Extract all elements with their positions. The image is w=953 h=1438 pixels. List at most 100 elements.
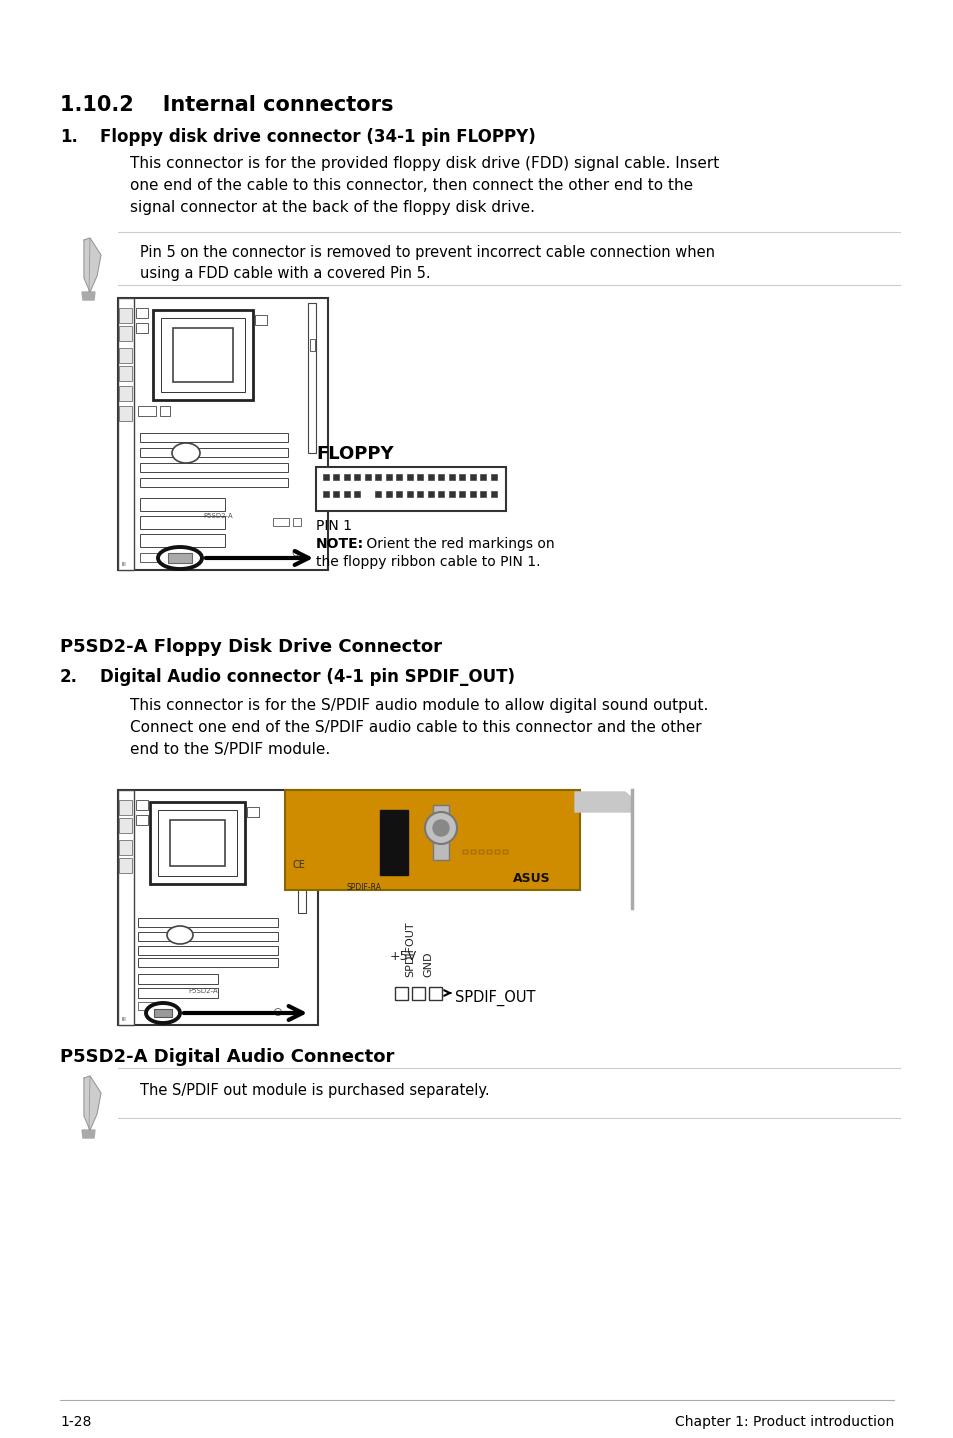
Text: SPDIFOUT: SPDIFOUT	[405, 922, 415, 976]
Bar	[462, 850, 468, 854]
Bar	[172, 328, 233, 383]
Bar	[323, 490, 329, 498]
Bar	[118, 789, 317, 1025]
Ellipse shape	[146, 1002, 180, 1022]
Text: FLOPPY: FLOPPY	[315, 444, 394, 463]
Text: Chapter 1: Product introduction: Chapter 1: Product introduction	[674, 1415, 893, 1429]
Bar	[386, 490, 392, 498]
Ellipse shape	[167, 926, 193, 943]
Bar	[138, 917, 277, 928]
Bar	[395, 986, 408, 999]
Bar	[375, 475, 381, 480]
Text: signal connector at the back of the floppy disk drive.: signal connector at the back of the flop…	[130, 200, 535, 216]
Circle shape	[424, 812, 456, 844]
Bar	[158, 810, 236, 876]
Text: end to the S/PDIF module.: end to the S/PDIF module.	[130, 742, 330, 756]
Bar	[308, 303, 315, 453]
Bar	[140, 498, 225, 510]
Bar	[119, 800, 132, 815]
Bar	[386, 475, 392, 480]
Bar	[334, 490, 339, 498]
Bar	[323, 475, 329, 480]
Bar	[491, 475, 497, 480]
Bar	[119, 308, 132, 324]
Bar	[138, 406, 156, 416]
Bar	[438, 475, 444, 480]
Bar	[119, 348, 132, 362]
Bar	[119, 385, 132, 401]
Bar	[491, 490, 497, 498]
Bar	[344, 490, 350, 498]
Bar	[138, 1002, 168, 1009]
Bar	[119, 326, 132, 341]
Bar	[119, 406, 132, 421]
Bar	[478, 850, 483, 854]
Bar	[140, 477, 288, 487]
Text: CE: CE	[293, 860, 306, 870]
Bar	[136, 324, 148, 334]
Bar	[417, 490, 423, 498]
Polygon shape	[82, 292, 95, 301]
Bar	[459, 490, 465, 498]
Bar	[429, 986, 441, 999]
Text: 1-28: 1-28	[60, 1415, 91, 1429]
Bar	[119, 858, 132, 873]
Bar	[140, 433, 288, 441]
Text: The S/PDIF out module is purchased separately.: The S/PDIF out module is purchased separ…	[140, 1083, 489, 1099]
Bar	[407, 490, 413, 498]
Text: SPDIF-RA: SPDIF-RA	[347, 883, 381, 892]
Text: This connector is for the provided floppy disk drive (FDD) signal cable. Insert: This connector is for the provided flopp…	[130, 155, 719, 171]
Bar	[138, 958, 277, 966]
Bar	[138, 946, 277, 955]
Text: Digital Audio connector (4-1 pin SPDIF_OUT): Digital Audio connector (4-1 pin SPDIF_O…	[100, 669, 515, 686]
Bar	[118, 298, 133, 569]
Bar	[365, 475, 371, 480]
Bar	[138, 974, 218, 984]
Bar	[297, 795, 306, 913]
Bar	[449, 490, 455, 498]
Bar	[168, 554, 192, 564]
Bar	[170, 820, 225, 866]
Text: 1.10.2    Internal connectors: 1.10.2 Internal connectors	[60, 95, 393, 115]
Text: Connect one end of the S/PDIF audio cable to this connector and the other: Connect one end of the S/PDIF audio cabl…	[130, 720, 700, 735]
Text: using a FDD cable with a covered Pin 5.: using a FDD cable with a covered Pin 5.	[140, 266, 430, 280]
Bar	[486, 850, 492, 854]
Bar	[344, 475, 350, 480]
Bar	[161, 318, 245, 393]
Polygon shape	[84, 1076, 101, 1130]
Polygon shape	[575, 792, 631, 812]
Bar	[273, 518, 289, 526]
Bar	[136, 800, 148, 810]
Text: Floppy disk drive connector (34-1 pin FLOPPY): Floppy disk drive connector (34-1 pin FL…	[100, 128, 536, 147]
Bar	[480, 490, 486, 498]
Bar	[136, 815, 148, 825]
Bar	[140, 463, 288, 472]
Text: +5V: +5V	[390, 951, 416, 963]
Text: SPDIF_OUT: SPDIF_OUT	[455, 989, 535, 1007]
Bar	[285, 789, 579, 890]
Bar	[140, 533, 225, 546]
Bar	[150, 802, 245, 884]
Bar	[417, 475, 423, 480]
Bar	[138, 988, 218, 998]
Bar	[118, 298, 328, 569]
Bar	[407, 475, 413, 480]
Bar	[470, 490, 476, 498]
Text: P5SD2-A Floppy Disk Drive Connector: P5SD2-A Floppy Disk Drive Connector	[60, 638, 441, 656]
Text: 2.: 2.	[60, 669, 78, 686]
Bar	[119, 818, 132, 833]
Text: ASUS: ASUS	[513, 871, 550, 884]
Ellipse shape	[172, 443, 200, 463]
Bar	[449, 475, 455, 480]
Bar	[315, 467, 505, 510]
Bar	[375, 490, 381, 498]
Bar	[428, 490, 434, 498]
Text: P5SD2-A: P5SD2-A	[188, 988, 217, 994]
Bar	[153, 1009, 172, 1017]
Bar	[495, 850, 499, 854]
Bar	[412, 986, 424, 999]
Text: III: III	[122, 562, 127, 567]
Bar	[459, 475, 465, 480]
Text: P5SD2-A Digital Audio Connector: P5SD2-A Digital Audio Connector	[60, 1048, 394, 1066]
Ellipse shape	[158, 546, 202, 569]
